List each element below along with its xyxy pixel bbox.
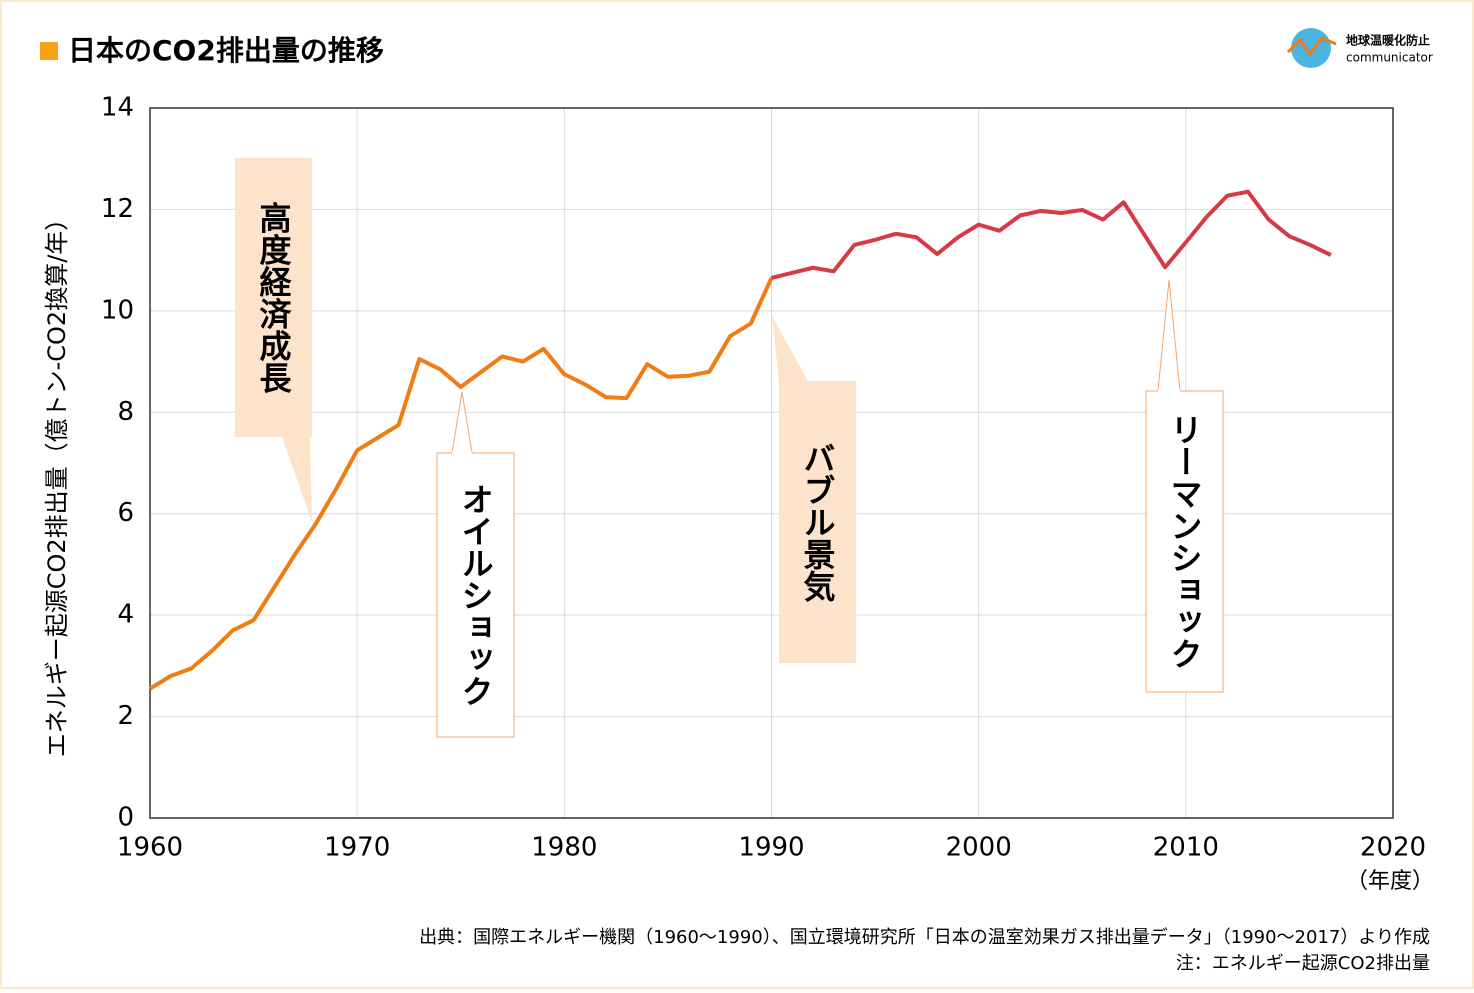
logo-line <box>1286 36 1337 57</box>
callout-box <box>1145 390 1224 693</box>
plot-border <box>149 107 1394 819</box>
y-tick-label: 4 <box>117 600 134 630</box>
annotation: バブル景気 <box>799 442 837 602</box>
chart-title: 日本のCO2排出量の推移 <box>68 34 384 67</box>
x-tick-label: 2020 <box>1360 833 1426 863</box>
callout-box <box>235 158 312 437</box>
note: 注：エネルギー起源CO2排出量 <box>1176 953 1430 974</box>
callout-pointer <box>772 316 808 381</box>
y-tick-label: 14 <box>101 93 134 123</box>
y-tick-label: 6 <box>117 498 134 528</box>
x-tick-label: 1970 <box>324 833 390 863</box>
x-tick-label: 1980 <box>531 833 597 863</box>
logo-sub: communicator <box>1346 51 1433 65</box>
callout-pointer <box>282 437 312 522</box>
x-tick-label: 1990 <box>738 833 804 863</box>
x-axis-label: （年度） <box>1346 869 1434 894</box>
y-tick-label: 10 <box>101 295 134 325</box>
annotation: 高度経済成長 <box>255 202 293 395</box>
line-series <box>771 189 1332 280</box>
y-tick-label: 8 <box>117 397 134 427</box>
x-tick-label: 2000 <box>946 833 1012 863</box>
callout-box <box>436 452 515 738</box>
y-tick-label: 2 <box>117 701 134 731</box>
callout-box <box>779 381 856 663</box>
title-marker <box>40 42 58 60</box>
x-tick-label: 2010 <box>1153 833 1219 863</box>
x-tick-label: 1960 <box>117 833 183 863</box>
logo: 地球温暖化防止 communicator <box>1286 28 1433 68</box>
logo-name: 地球温暖化防止 <box>1346 33 1430 48</box>
line-series <box>148 277 774 691</box>
annotation: リーマンショック <box>1166 414 1204 670</box>
source: 出典：国際エネルギー機関（1960～1990）、国立環境研究所「日本の温室効果ガ… <box>419 927 1430 948</box>
y-tick-label: 12 <box>101 194 134 224</box>
annotation: オイルショック <box>457 483 495 707</box>
y-tick-label: 0 <box>117 803 134 833</box>
logo-globe <box>1291 28 1331 68</box>
y-axis-label: エネルギー起源CO2排出量（億トン-CO2換算/年） <box>43 207 71 758</box>
